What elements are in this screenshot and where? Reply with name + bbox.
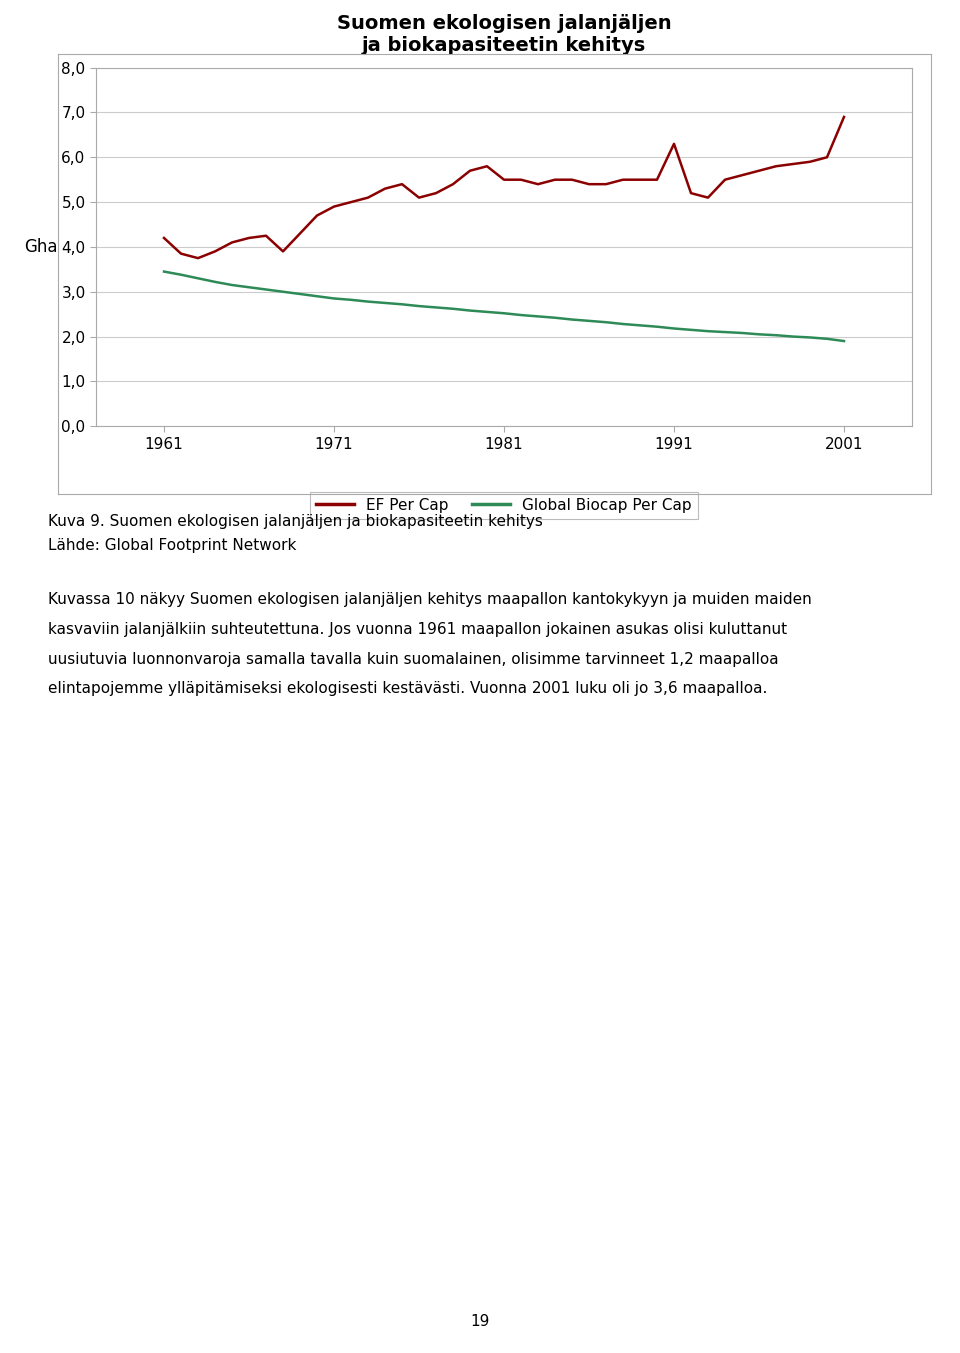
Text: kasvaviin jalanjälkiin suhteutettuna. Jos vuonna 1961 maapallon jokainen asukas : kasvaviin jalanjälkiin suhteutettuna. Jo… bbox=[48, 622, 787, 637]
Y-axis label: Gha: Gha bbox=[24, 238, 58, 256]
Text: 19: 19 bbox=[470, 1314, 490, 1329]
Text: Kuvassa 10 näkyy Suomen ekologisen jalanjäljen kehitys maapallon kantokykyyn ja : Kuvassa 10 näkyy Suomen ekologisen jalan… bbox=[48, 593, 812, 607]
Text: elintapojemme ylläpitämiseksi ekologisesti kestävästi. Vuonna 2001 luku oli jo 3: elintapojemme ylläpitämiseksi ekologises… bbox=[48, 682, 767, 697]
Text: uusiutuvia luonnonvaroja samalla tavalla kuin suomalainen, olisimme tarvinneet 1: uusiutuvia luonnonvaroja samalla tavalla… bbox=[48, 652, 779, 667]
Text: Lähde: Global Footprint Network: Lähde: Global Footprint Network bbox=[48, 538, 297, 553]
Legend: EF Per Cap, Global Biocap Per Cap: EF Per Cap, Global Biocap Per Cap bbox=[310, 491, 698, 520]
Title: Suomen ekologisen jalanjäljen
ja biokapasiteetin kehitys: Suomen ekologisen jalanjäljen ja biokapa… bbox=[337, 14, 671, 55]
Text: Kuva 9. Suomen ekologisen jalanjäljen ja biokapasiteetin kehitys: Kuva 9. Suomen ekologisen jalanjäljen ja… bbox=[48, 514, 542, 529]
